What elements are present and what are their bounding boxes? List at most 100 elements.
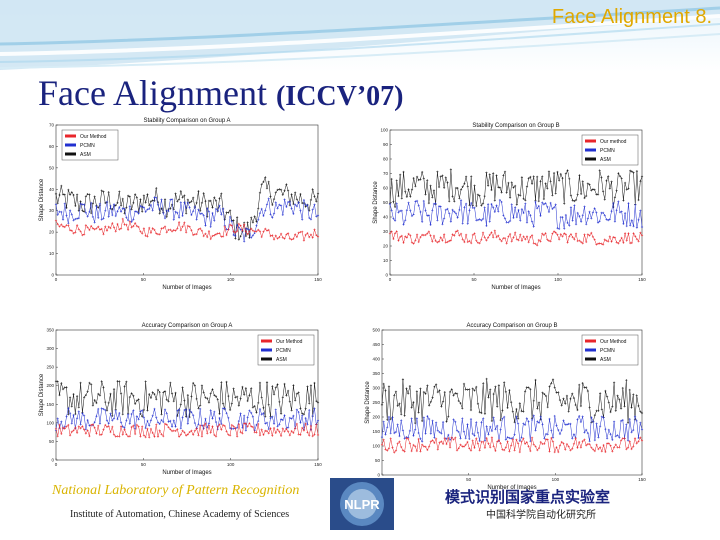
data-point (98, 394, 102, 397)
data-point (67, 423, 70, 427)
data-point (109, 227, 112, 230)
data-point (564, 172, 567, 175)
data-point (218, 423, 221, 426)
data-point (315, 200, 318, 203)
data-point (195, 218, 198, 221)
data-point (548, 417, 551, 421)
data-point (304, 417, 307, 420)
data-point (444, 176, 447, 179)
data-point (84, 432, 87, 435)
data-point (571, 199, 574, 202)
data-point (65, 425, 68, 428)
data-point (137, 418, 140, 421)
y-axis-label: Shape Distance (365, 381, 371, 424)
data-point (295, 422, 298, 426)
data-point (93, 398, 96, 402)
data-point (134, 193, 137, 196)
stability-group-b-chart: Stability Comparison on Group B010203040… (373, 123, 646, 291)
data-point (630, 219, 633, 222)
data-point (476, 193, 480, 196)
data-point (90, 383, 93, 386)
data-point (311, 208, 314, 211)
data-point (585, 386, 588, 389)
data-point (230, 224, 233, 227)
data-point (569, 206, 573, 209)
data-point (621, 386, 624, 390)
data-point (60, 382, 63, 385)
data-point (211, 234, 214, 238)
data-point (246, 399, 249, 403)
data-point (239, 224, 242, 227)
data-point (401, 449, 405, 452)
data-point (181, 225, 184, 228)
data-point (583, 196, 586, 200)
data-point (520, 239, 524, 242)
data-point (515, 238, 518, 241)
data-point (111, 222, 114, 225)
data-point (436, 241, 439, 244)
data-point (102, 428, 105, 431)
data-point (431, 209, 434, 212)
data-point (469, 408, 473, 412)
data-point (202, 214, 205, 217)
data-point (228, 223, 232, 226)
data-point (434, 383, 438, 386)
data-point (513, 433, 516, 436)
data-point (635, 394, 638, 397)
data-point (568, 177, 571, 180)
data-point (496, 440, 499, 443)
data-point (139, 410, 142, 413)
data-point (426, 384, 429, 387)
data-point (489, 446, 492, 449)
data-point (414, 445, 417, 448)
data-point (382, 382, 385, 386)
data-point (537, 204, 540, 208)
data-point (597, 436, 600, 439)
data-point (98, 422, 102, 425)
data-point (588, 406, 591, 409)
data-point (204, 232, 207, 235)
stability-group-a-chart: Stability Comparison on Group A010203040… (39, 118, 322, 291)
data-point (595, 422, 598, 425)
data-point (90, 423, 93, 427)
legend-entry: ASM (276, 357, 287, 363)
data-point (414, 239, 417, 242)
data-point (574, 223, 578, 226)
data-point (400, 413, 403, 416)
data-point (167, 426, 170, 429)
data-point (116, 417, 119, 421)
data-point (146, 409, 149, 412)
data-point (576, 193, 579, 196)
data-point (58, 193, 61, 197)
data-point (97, 216, 100, 219)
data-point (91, 404, 95, 407)
data-point (88, 381, 91, 385)
data-point (493, 229, 496, 232)
data-point (511, 410, 514, 413)
data-point (520, 176, 524, 179)
data-point (236, 435, 239, 438)
data-point (431, 396, 434, 399)
data-point (294, 203, 297, 206)
data-point (174, 192, 177, 195)
data-point (195, 232, 198, 236)
chart-panel-accuracy-b: Accuracy Comparison on Group B 0 50 100 150 2… (362, 318, 650, 493)
data-point (237, 420, 240, 423)
data-point (197, 228, 200, 231)
data-point (571, 236, 574, 239)
data-point (188, 430, 191, 434)
legend-entry: PCMN (276, 348, 291, 354)
data-point (185, 408, 188, 411)
data-point (125, 433, 128, 436)
data-point (581, 214, 584, 217)
x-tick-label: 50 (141, 277, 147, 282)
data-point (207, 210, 211, 213)
data-point (294, 191, 297, 194)
data-point (541, 175, 544, 178)
data-point (537, 421, 541, 424)
data-point (595, 443, 598, 446)
data-point (426, 232, 429, 235)
data-point (499, 428, 502, 431)
data-point (453, 200, 456, 203)
data-point (519, 233, 522, 236)
